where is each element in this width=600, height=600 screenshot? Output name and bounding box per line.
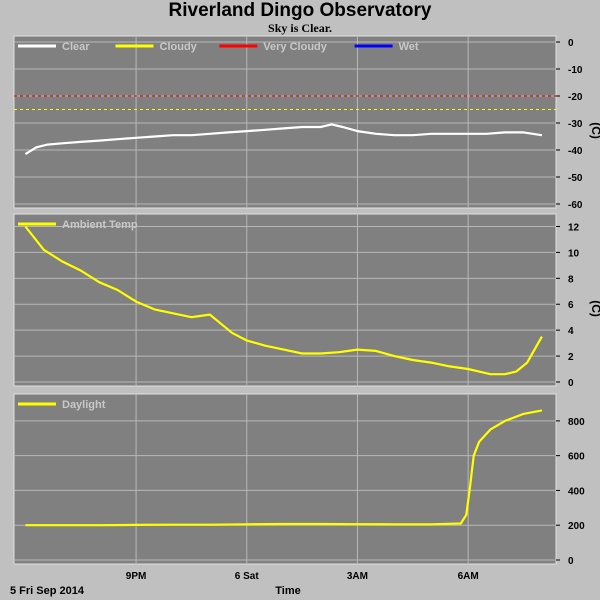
y-tick-label: 800	[568, 417, 585, 428]
page-title: Riverland Dingo Observatory	[168, 0, 432, 21]
y-tick-label: 10	[568, 248, 580, 259]
y-tick-label: 6	[568, 300, 574, 311]
series-line	[24, 225, 543, 376]
series-line	[25, 409, 543, 527]
y-tick-label: 0	[568, 38, 574, 49]
legend-label: Daylight	[62, 399, 106, 411]
plot-area	[13, 213, 557, 387]
plot-area	[13, 35, 557, 209]
x-tick-label: 9PM	[126, 571, 147, 582]
y-tick-label: -60	[568, 200, 583, 211]
series-line	[24, 123, 543, 156]
y-tick-label: 4	[568, 326, 574, 337]
date-label: 5 Fri Sep 2014	[10, 585, 85, 597]
y-tick-label: 0	[568, 378, 574, 389]
x-tick-label: 3AM	[347, 571, 368, 582]
sky-temp-panel: 0 -10 -20 -30 -40 -50 -60 (C) Clear Cloudy Very Cl…	[13, 35, 600, 211]
y-tick-label: -30	[568, 119, 583, 130]
y-unit-label: (C)	[589, 300, 600, 317]
y-tick-label: -10	[568, 65, 583, 76]
legend-label: Clear	[62, 41, 90, 53]
y-tick-label: 600	[568, 452, 585, 463]
legend-label: Ambient Temp	[62, 219, 138, 231]
daylight-panel: 0 200 400 600 800 Daylight	[13, 393, 585, 567]
y-unit-label: (C)	[589, 122, 600, 139]
y-tick-label: 400	[568, 486, 585, 497]
y-tick-label: -40	[568, 146, 583, 157]
legend-label: Wet	[399, 41, 419, 53]
x-axis-title: Time	[275, 585, 300, 597]
y-tick-label: -50	[568, 173, 583, 184]
y-tick-label: 12	[568, 222, 580, 233]
time-axis: 9PM 6 Sat 3AM 6AM	[126, 571, 479, 582]
x-tick-label: 6 Sat	[235, 571, 260, 582]
plot-area	[13, 393, 557, 565]
sky-status: Sky is Clear.	[268, 21, 332, 35]
y-tick-label: -20	[568, 92, 583, 103]
legend-label: Cloudy	[160, 41, 198, 53]
legend-label: Very Cloudy	[263, 41, 327, 53]
ambient-temp-panel: 0 2 4 6 8 10 12 (C) Ambient Temp	[13, 213, 600, 389]
y-tick-label: 8	[568, 274, 574, 285]
x-tick-label: 6AM	[458, 571, 479, 582]
y-tick-label: 2	[568, 352, 574, 363]
y-tick-label: 200	[568, 521, 585, 532]
y-tick-label: 0	[568, 556, 574, 567]
